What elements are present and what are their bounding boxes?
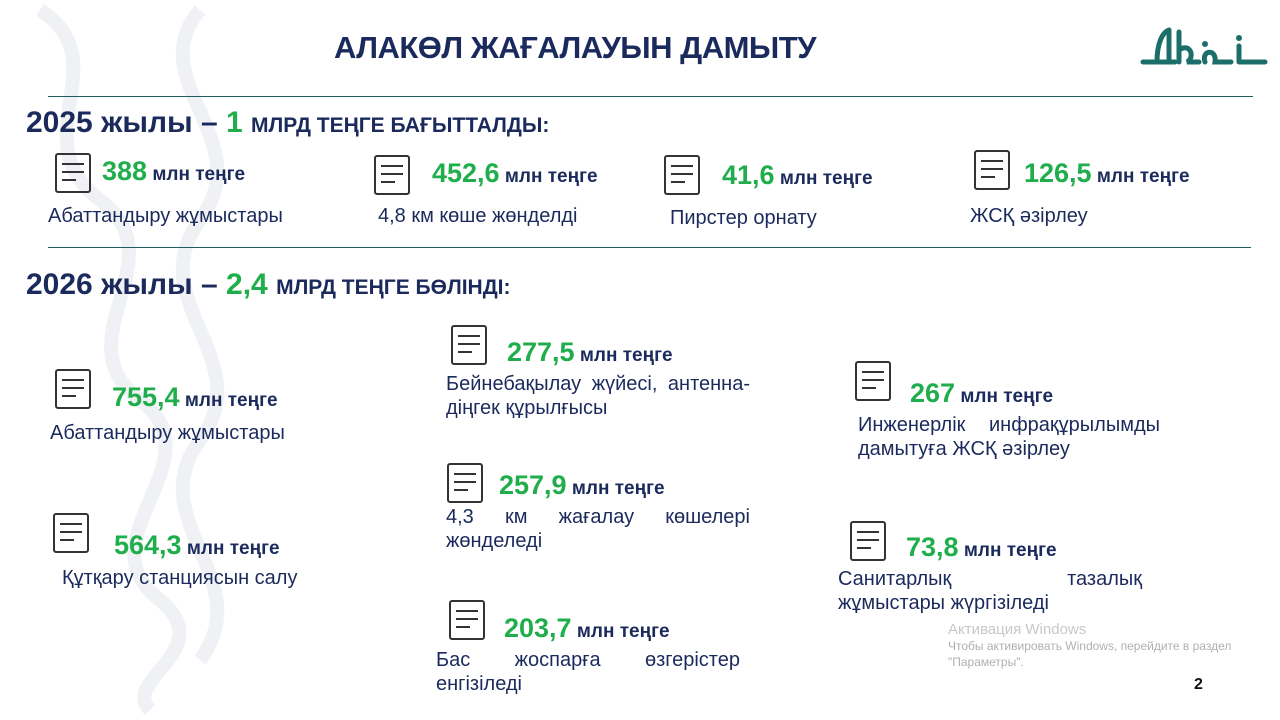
document-icon <box>967 145 1017 195</box>
page-title: АЛАКӨЛ ЖАҒАЛАУЫН ДАМЫТУ <box>333 30 817 65</box>
cctv-camera-icon <box>444 320 494 370</box>
item-description: ЖСҚ әзірлеу <box>970 205 1088 227</box>
road-icon <box>440 458 490 508</box>
amount: 203,7 млн теңге <box>504 613 670 643</box>
item-description: Санитарлық тазалық жұмыстары жүргізіледі <box>838 568 1142 614</box>
city-plan-icon <box>48 364 98 414</box>
item-description: Абаттандыру жұмыстары <box>48 205 283 227</box>
item-description: Бейнебақылау жүйесі, антенна-діңгек құры… <box>446 373 750 419</box>
item-description: Бас жоспарға өзгерістер енгізіледі <box>436 649 740 695</box>
item-description: Пирстер орнату <box>670 207 817 229</box>
amount: 452,6 млн теңге <box>432 158 598 188</box>
item-description: Құтқару станциясын салу <box>62 567 298 589</box>
section-2025-heading: 2025 жылы – 1 МЛРД ТЕҢГЕ БАҒЫТТАЛДЫ: <box>26 106 550 139</box>
rescue-station-icon <box>46 508 96 558</box>
divider <box>48 96 1253 97</box>
amount: 267 млн теңге <box>910 378 1054 408</box>
amount: 257,9 млн теңге <box>499 470 665 500</box>
amount: 564,3 млн теңге <box>114 530 280 560</box>
amount: 41,6 млн теңге <box>722 160 873 190</box>
windows-activation-watermark: Активация Windows Чтобы активировать Win… <box>948 621 1232 670</box>
amount: 388 млн теңге <box>102 156 246 186</box>
amount: 126,5 млн теңге <box>1024 158 1190 188</box>
document-icon <box>848 356 898 406</box>
amount: 73,8 млн теңге <box>906 532 1057 562</box>
item-description: Инженерлік инфрақұрылымды дамытуға ЖСҚ ә… <box>858 414 1160 460</box>
item-description: 4,8 км көше жөнделді <box>378 205 578 227</box>
amount: 277,5 млн теңге <box>507 337 673 367</box>
page-number: 2 <box>1194 676 1203 693</box>
abai-oblysy-logo <box>1140 27 1268 65</box>
item-description: 4,3 км жағалау көшелері жөнделеді <box>446 506 750 552</box>
item-description: Абаттандыру жұмыстары <box>50 422 285 444</box>
map-pin-icon <box>442 595 492 645</box>
cleaning-icon <box>843 516 893 566</box>
amount: 755,4 млн теңге <box>112 382 278 412</box>
ornament-background <box>36 4 225 715</box>
landscaping-icon <box>48 148 98 198</box>
road-worker-icon <box>367 150 417 200</box>
divider <box>48 247 1251 248</box>
pier-icon <box>657 150 707 200</box>
section-2026-heading: 2026 жылы – 2,4 МЛРД ТЕҢГЕ БӨЛІНДІ: <box>26 268 511 301</box>
